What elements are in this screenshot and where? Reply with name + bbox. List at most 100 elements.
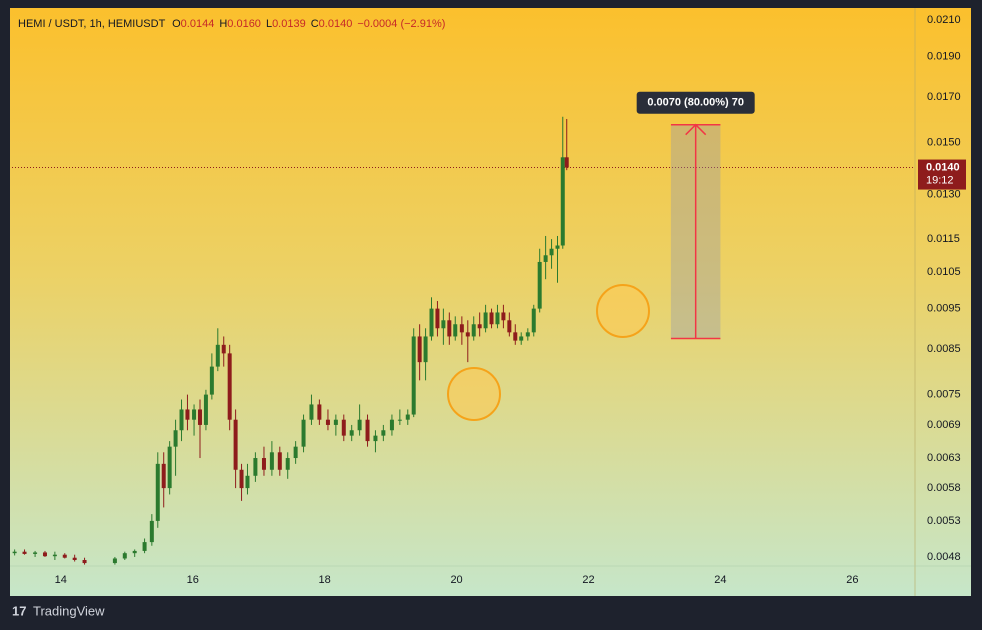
measure-label-bg xyxy=(636,91,755,114)
candle-body xyxy=(477,324,482,329)
candle-body xyxy=(459,324,464,333)
candle-body xyxy=(501,312,506,321)
candle-body xyxy=(293,446,298,459)
y-tick-label: 0.0058 xyxy=(927,482,961,494)
candle-body xyxy=(285,458,290,470)
branding[interactable]: 17 TradingView xyxy=(12,603,105,618)
candle-body xyxy=(317,404,322,420)
candle-body xyxy=(531,308,536,333)
pane xyxy=(10,8,971,596)
candle-body xyxy=(245,475,250,489)
candle-body xyxy=(507,320,512,333)
candle-body xyxy=(349,430,354,436)
candle-body xyxy=(42,552,47,557)
candle-body xyxy=(261,458,266,470)
x-tick-label: 20 xyxy=(450,574,462,586)
highlight-circle xyxy=(447,367,501,421)
y-tick-label: 0.0095 xyxy=(927,303,961,315)
candle-body xyxy=(397,419,402,421)
legend-change: −0.0004 (−2.91%) xyxy=(357,18,445,30)
candle-body xyxy=(525,332,530,337)
y-tick-label: 0.0075 xyxy=(927,389,961,401)
candle-body xyxy=(560,157,565,246)
candle-body xyxy=(513,332,518,341)
y-tick-label: 0.0105 xyxy=(927,266,961,278)
x-tick-label: 18 xyxy=(319,574,331,586)
legend-symbol: HEMI / USDT, 1h, HEMIUSDT xyxy=(18,18,166,30)
candle-body xyxy=(82,559,87,564)
candle-body xyxy=(112,558,117,564)
candle-body xyxy=(405,414,410,420)
legend-key: C xyxy=(311,18,319,30)
y-tick-label: 0.0190 xyxy=(927,50,961,62)
y-tick-label: 0.0130 xyxy=(927,188,961,200)
y-tick-label: 0.0063 xyxy=(927,452,961,464)
candle-body xyxy=(185,409,190,420)
candle-body xyxy=(365,419,370,442)
candle-body xyxy=(233,419,238,470)
candle-body xyxy=(429,308,434,337)
x-tick-label: 22 xyxy=(582,574,594,586)
candle-body xyxy=(537,261,542,309)
legend-key: O xyxy=(172,18,181,30)
candle-body xyxy=(269,452,274,470)
candle-body xyxy=(441,320,446,329)
measure-arrowhead xyxy=(685,123,707,136)
legend-value: 0.0139 xyxy=(272,18,306,30)
measure-label: 0.0070 (80.00%) 70 xyxy=(647,97,744,109)
candle-body xyxy=(209,366,214,395)
candle-body xyxy=(411,336,416,415)
candle-body xyxy=(471,324,476,337)
candle-body xyxy=(555,245,560,249)
candle-body xyxy=(277,452,282,470)
logo-mark: 17 xyxy=(12,603,26,618)
candle-body xyxy=(149,520,154,543)
candle-body xyxy=(435,308,440,329)
candle-body xyxy=(423,336,428,363)
candle-body xyxy=(62,554,67,558)
y-tick-label: 0.0053 xyxy=(927,515,961,527)
y-tick-label: 0.0150 xyxy=(927,136,961,148)
candle-body xyxy=(381,430,386,436)
x-tick-label: 14 xyxy=(55,574,67,586)
candle-body xyxy=(142,542,147,551)
price-badge-value: 0.0140 xyxy=(926,161,960,173)
candle-body xyxy=(341,419,346,436)
candle-body xyxy=(453,324,458,337)
highlight-circle xyxy=(596,284,650,338)
candle-body xyxy=(483,312,488,329)
candle-body xyxy=(417,336,422,363)
candle-body xyxy=(465,332,470,337)
legend-key: H xyxy=(219,18,227,30)
y-tick-label: 0.0115 xyxy=(927,233,960,245)
x-tick-label: 24 xyxy=(714,574,726,586)
candle-body xyxy=(227,353,232,420)
candle-body xyxy=(203,394,208,425)
candle-body xyxy=(309,404,314,420)
x-tick-label: 26 xyxy=(846,574,858,586)
candle-body xyxy=(132,550,137,554)
candle-body xyxy=(52,554,57,557)
candle-body xyxy=(197,409,202,425)
legend-value: 0.0140 xyxy=(319,18,353,30)
y-tick-label: 0.0069 xyxy=(927,419,961,431)
candle-body xyxy=(22,551,27,554)
candle-body xyxy=(519,336,524,341)
candle-body xyxy=(564,157,569,168)
candle-body xyxy=(489,312,494,325)
candle-body xyxy=(167,446,172,489)
candle-body xyxy=(179,409,184,431)
candle-body xyxy=(72,557,77,560)
candle-body xyxy=(12,551,17,554)
candle-body xyxy=(253,458,258,476)
candle-body xyxy=(549,248,554,256)
candle-body xyxy=(161,463,166,489)
ohlc-legend: HEMI / USDT, 1h, HEMIUSDT O0.0144 H0.0160 L… xyxy=(18,18,445,30)
legend-value: 0.0144 xyxy=(181,18,215,30)
price-badge xyxy=(918,159,966,190)
candle-body xyxy=(192,409,197,420)
candle-body xyxy=(389,419,394,431)
candle-body xyxy=(543,255,548,262)
candle-body xyxy=(301,419,306,447)
